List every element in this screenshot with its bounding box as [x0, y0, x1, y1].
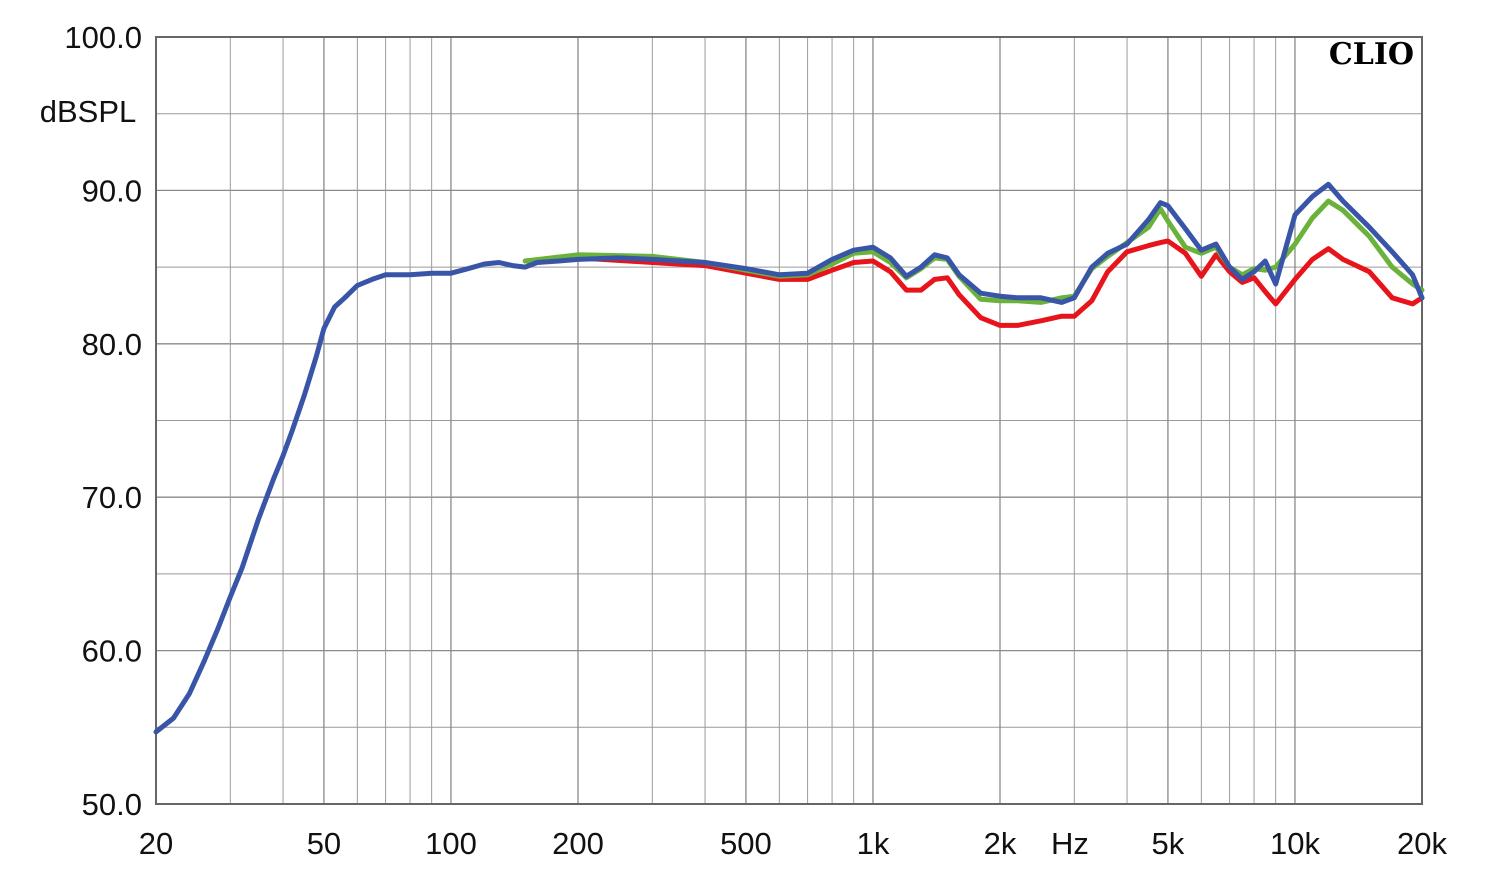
- x-tick-label: 100: [425, 826, 477, 861]
- x-tick-label: 200: [552, 826, 604, 861]
- x-tick-label: 5k: [1152, 826, 1185, 861]
- y-tick-label: 60.0: [82, 634, 142, 669]
- x-tick-label: 20: [139, 826, 173, 861]
- brand-label: CLIO: [1329, 37, 1414, 72]
- y-tick-labels: 50.0 60.0 70.0 80.0 90.0 100.0: [64, 20, 142, 822]
- x-tick-label: 1k: [857, 826, 890, 861]
- x-axis-label: Hz: [1051, 826, 1089, 861]
- x-tick-label: 50: [307, 826, 341, 861]
- x-tick-labels: 20 50 100 200 500 1k 2k 5k 10k 20k: [139, 826, 1448, 861]
- y-tick-label: 80.0: [82, 327, 142, 362]
- x-tick-label: 20k: [1397, 826, 1447, 861]
- series-layer: [153, 181, 1425, 735]
- plot-frame: [155, 36, 1423, 805]
- y-tick-label: 70.0: [82, 480, 142, 515]
- y-axis-label: dBSPL: [40, 94, 137, 129]
- series-line-blue: [153, 181, 1425, 735]
- x-tick-label: 500: [720, 826, 772, 861]
- series-line-red: [522, 238, 1425, 328]
- y-tick-label: 50.0: [82, 787, 142, 822]
- y-tick-label: 100.0: [64, 20, 142, 55]
- x-tick-label: 2k: [984, 826, 1017, 861]
- y-tick-label: 90.0: [82, 173, 142, 208]
- x-tick-label: 10k: [1270, 826, 1320, 861]
